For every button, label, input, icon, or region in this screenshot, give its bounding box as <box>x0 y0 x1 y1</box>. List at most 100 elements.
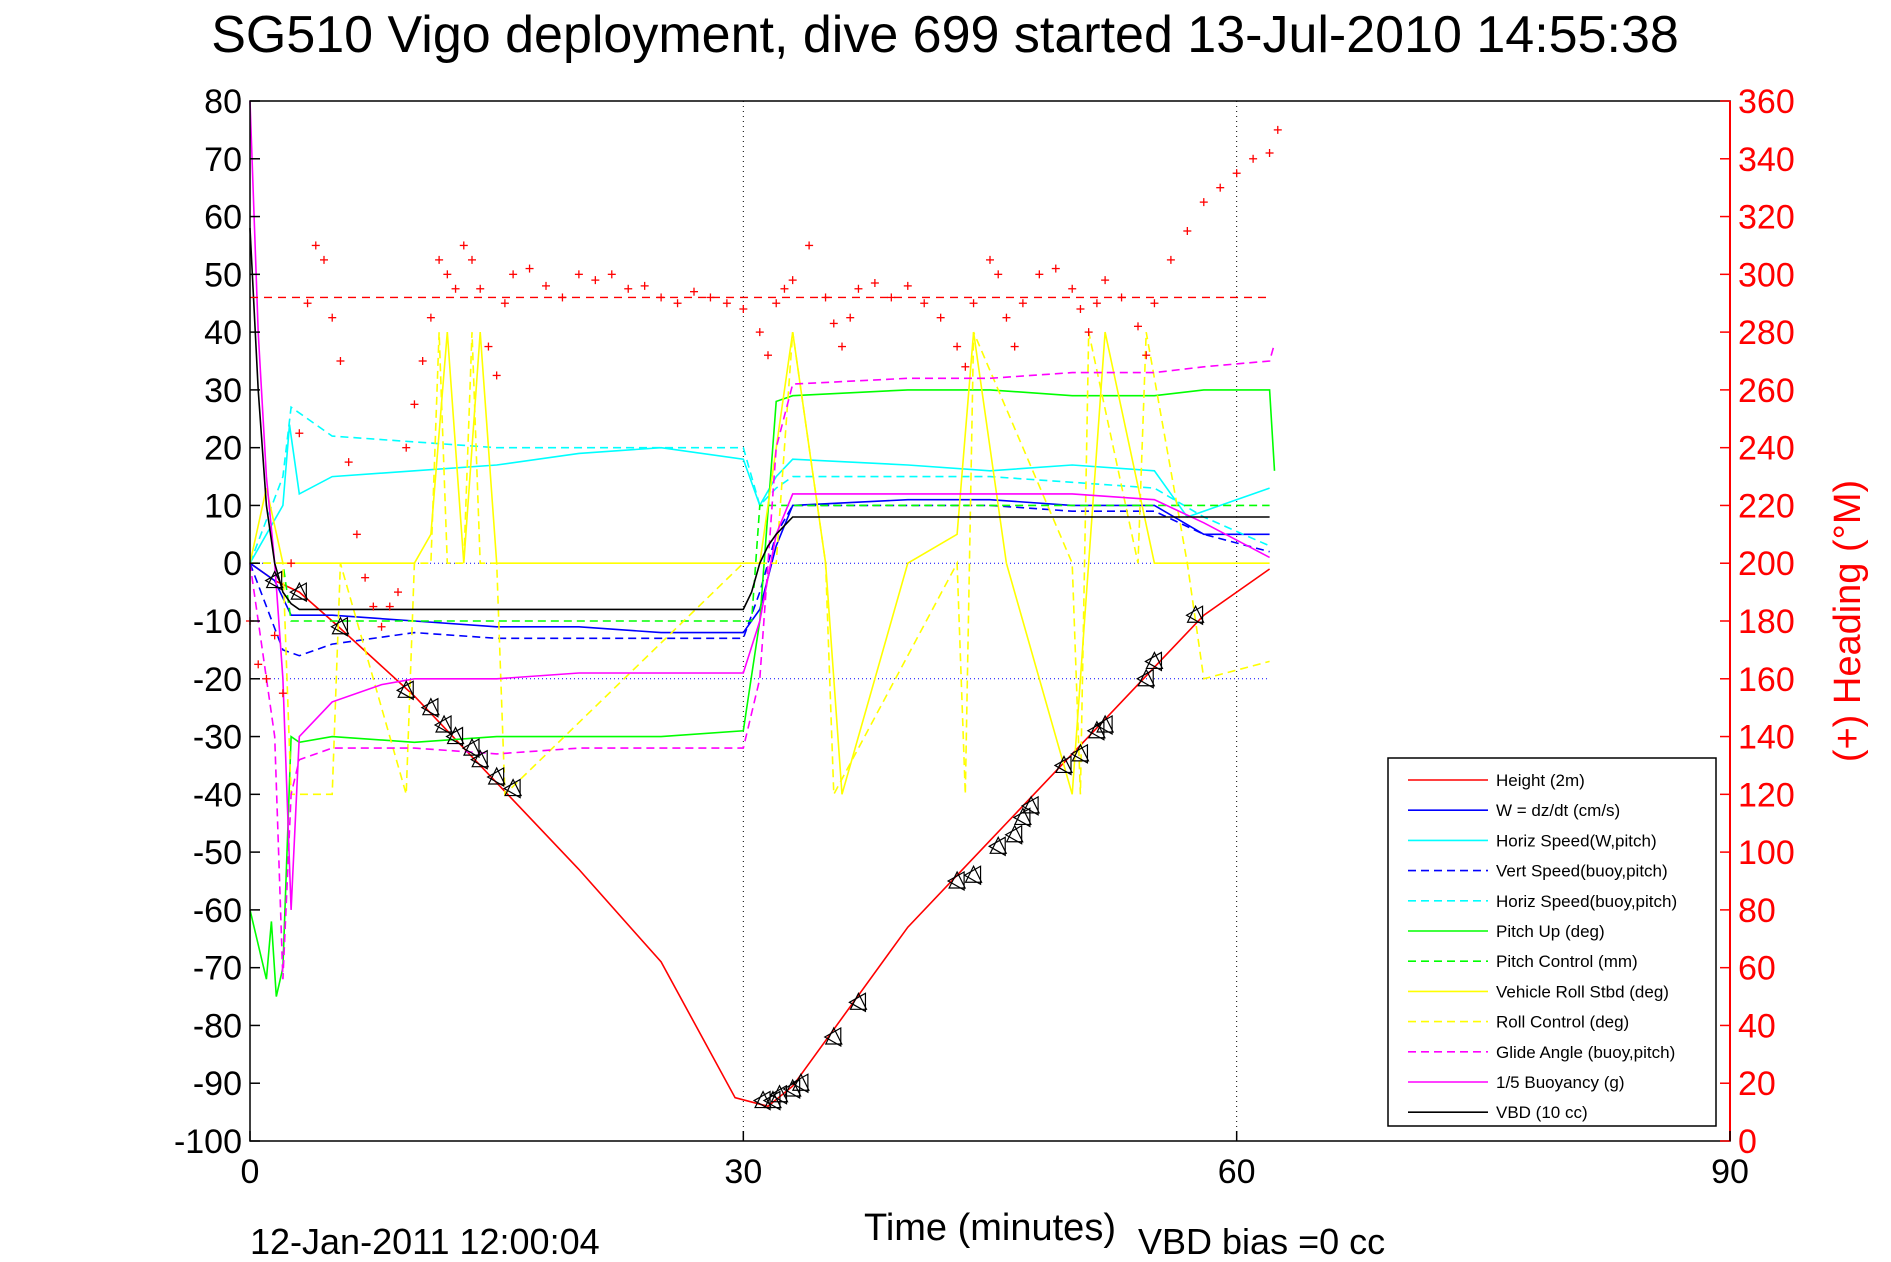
y2-tick-label: 20 <box>1738 1065 1776 1103</box>
heading-point <box>262 674 271 683</box>
triangle-marker <box>395 679 416 701</box>
heading-point <box>1068 284 1077 293</box>
legend-item-height: Height (2m) <box>1408 771 1585 790</box>
heading-point <box>500 299 509 308</box>
y-tick-label: 20 <box>204 430 242 468</box>
heading-point <box>1076 305 1085 313</box>
heading-point <box>870 279 879 287</box>
triangle-marker <box>502 778 523 799</box>
heading-point <box>1232 169 1241 178</box>
heading-point <box>311 241 320 250</box>
triangle-marker <box>823 1026 843 1048</box>
triangle-marker <box>946 870 967 892</box>
triangle-marker <box>445 726 465 747</box>
heading-point <box>574 270 583 279</box>
heading-point <box>542 281 550 290</box>
chart-title: SG510 Vigo deployment, dive 699 started … <box>211 6 1679 64</box>
series-line-buoyancy <box>249 100 1270 910</box>
legend-label: Vehicle Roll Stbd (deg) <box>1496 982 1669 1001</box>
heading-point <box>920 299 929 308</box>
legend-label: Height (2m) <box>1496 771 1585 790</box>
heading-point <box>278 689 287 698</box>
legend-item-w: W = dz/dt (cm/s) <box>1408 801 1620 820</box>
heading-point <box>772 299 781 308</box>
y-tick-label: 10 <box>204 487 242 525</box>
legend-label: Glide Angle (buoy,pitch) <box>1496 1043 1675 1062</box>
legend-label: 1/5 Buoyancy (g) <box>1496 1073 1625 1092</box>
y-tick-label: -50 <box>193 834 242 872</box>
heading-point <box>394 588 402 597</box>
y-tick-label: -90 <box>193 1065 242 1103</box>
legend-label: Vert Speed(buoy,pitch) <box>1496 862 1668 881</box>
heading-point <box>936 313 945 322</box>
heading-point <box>961 362 970 371</box>
legend-item-horiz_w: Horiz Speed(W,pitch) <box>1408 831 1657 850</box>
heading-point <box>854 284 863 293</box>
heading-point <box>435 255 444 264</box>
y-tick-label: 60 <box>204 199 242 237</box>
heading-point <box>706 293 715 302</box>
y-tick-label: 30 <box>204 372 242 410</box>
heading-point <box>459 241 468 250</box>
heading-point <box>558 293 567 302</box>
heading-point <box>410 400 419 409</box>
heading-point <box>764 351 772 360</box>
footer-timestamp: 12-Jan-2011 12:00:04 <box>250 1221 600 1262</box>
heading-point <box>1134 322 1142 331</box>
heading-point <box>640 281 649 290</box>
y2-tick-label: 260 <box>1738 372 1795 410</box>
y2-tick-label: 280 <box>1738 314 1795 352</box>
legend-label: Roll Control (deg) <box>1496 1013 1629 1032</box>
x-tick-label: 30 <box>724 1153 762 1191</box>
triangle-marker <box>782 1078 802 1100</box>
heading-point <box>1142 351 1151 360</box>
heading-point <box>377 622 386 631</box>
y2-tick-label: 340 <box>1738 141 1795 179</box>
x-tick-label: 0 <box>241 1153 260 1191</box>
heading-point <box>468 255 476 264</box>
heading-point <box>476 284 485 293</box>
heading-point <box>402 443 411 452</box>
series-line-glide <box>249 343 1276 980</box>
triangle-marker <box>433 714 454 736</box>
right-axis-label: (+) Heading (°M) <box>1827 480 1869 762</box>
heading-point <box>755 328 764 337</box>
heading-point <box>1150 299 1159 308</box>
heading-point <box>484 342 493 351</box>
y2-tick-label: 40 <box>1738 1007 1776 1045</box>
heading-point <box>1101 276 1110 285</box>
heading-point <box>953 342 962 351</box>
heading-point <box>418 357 427 365</box>
triangle-marker <box>1185 604 1205 626</box>
heading-point <box>722 299 731 308</box>
heading-layer <box>246 125 1282 698</box>
y2-tick-label: 220 <box>1738 487 1795 525</box>
heading-point <box>1273 125 1282 134</box>
heading-point <box>1010 342 1019 351</box>
triangle-marker <box>330 616 350 637</box>
x-tick-label: 90 <box>1711 1153 1749 1191</box>
heading-point <box>607 270 616 279</box>
x-axis: 0 30 60 90 <box>241 1131 1749 1191</box>
y-tick-label: -10 <box>193 603 242 641</box>
heading-point <box>969 299 978 308</box>
y2-tick-label: 180 <box>1738 603 1795 641</box>
heading-point <box>788 276 797 285</box>
heading-point <box>1216 183 1225 192</box>
y2-tick-label: 140 <box>1738 719 1795 757</box>
heading-point <box>254 660 263 669</box>
heading-point <box>1117 293 1126 302</box>
y2-tick-label: 200 <box>1738 545 1795 583</box>
heading-point <box>846 313 855 322</box>
heading-point <box>1183 227 1192 235</box>
heading-point <box>443 270 452 279</box>
triangle-marker <box>752 1090 773 1111</box>
y2-tick-label: 80 <box>1738 892 1776 930</box>
y-tick-label: 40 <box>204 314 242 352</box>
heading-point <box>739 305 748 313</box>
heading-point <box>1018 299 1027 308</box>
legend-item-buoyancy: 1/5 Buoyancy (g) <box>1408 1073 1625 1092</box>
heading-point <box>1199 198 1208 207</box>
heading-point <box>451 284 460 293</box>
